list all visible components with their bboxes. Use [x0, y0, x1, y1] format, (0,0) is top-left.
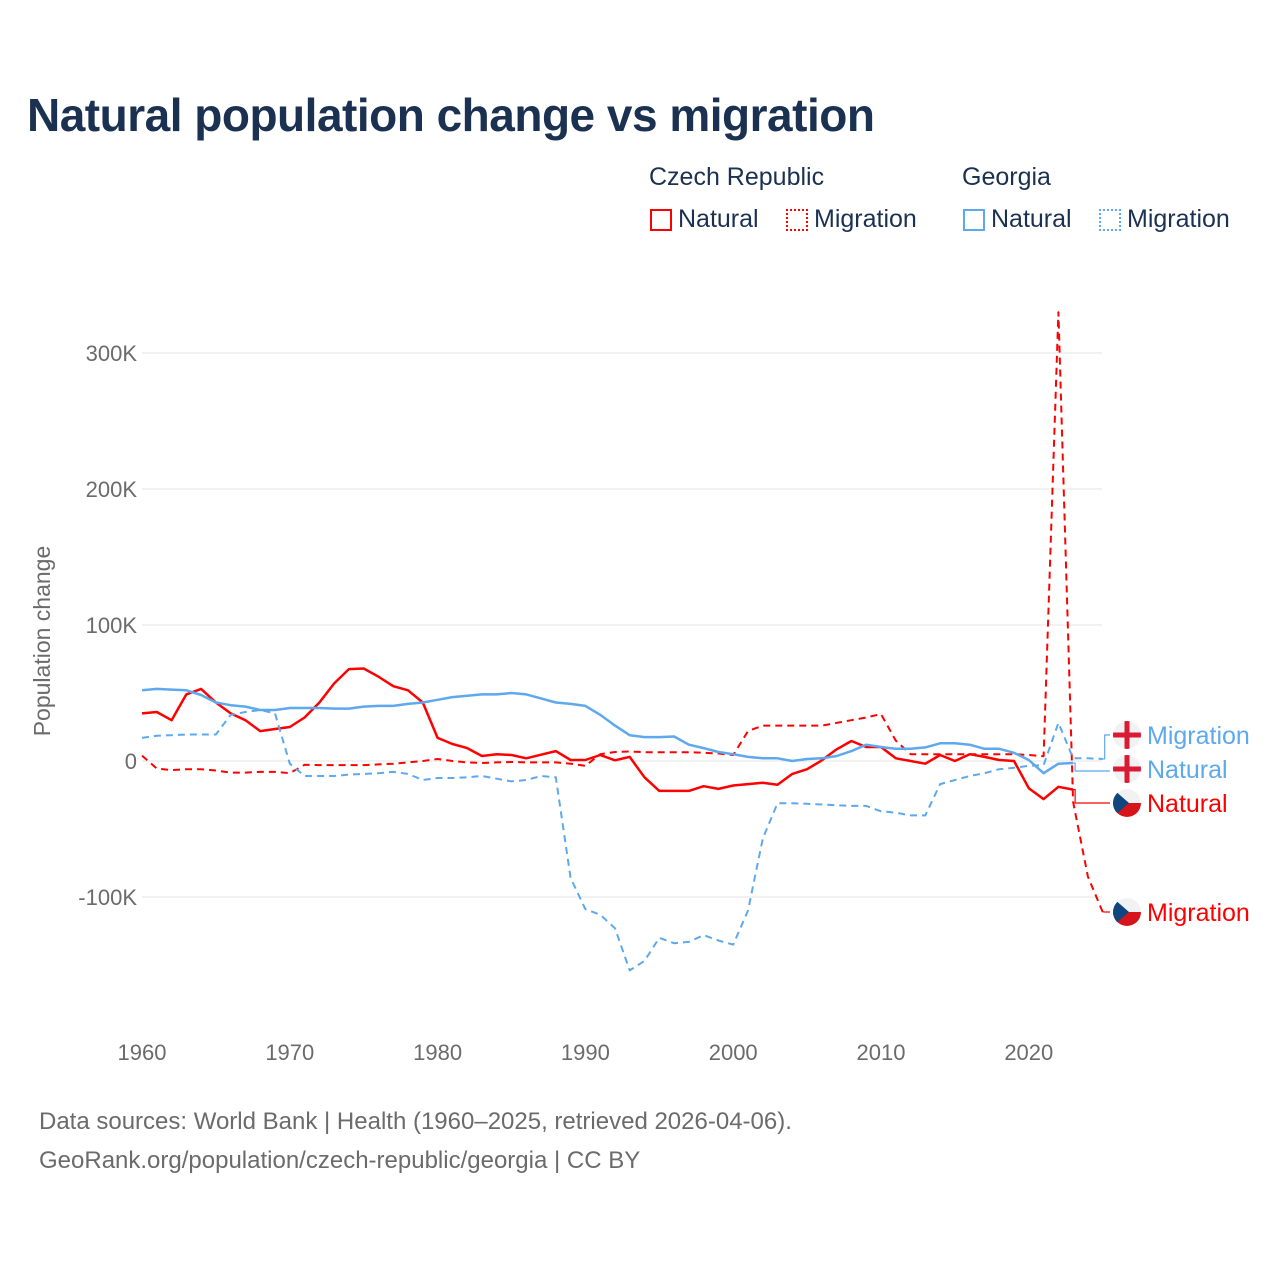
series-cz-migration	[141, 311, 1104, 913]
x-tick-label: 1980	[413, 1040, 462, 1065]
x-tick-label: 1960	[118, 1040, 167, 1065]
legend-group-czech-republic: Czech Republic	[649, 163, 825, 191]
y-tick-label: 300K	[86, 341, 138, 366]
georgia-flag-icon	[1113, 755, 1141, 783]
chart-title: Natural population change vs migration	[27, 89, 875, 141]
x-tick-label: 1970	[265, 1040, 314, 1065]
legend-swatch-dotted-red	[786, 208, 808, 231]
legend-item-ge-natural[interactable]: Natural	[963, 205, 1072, 234]
legend-group-georgia: Georgia	[962, 163, 1051, 191]
y-axis-title: Population change	[29, 546, 55, 737]
y-tick-label: 200K	[86, 477, 138, 502]
footer-sources: Data sources: World Bank | Health (1960–…	[39, 1108, 792, 1135]
end-label-cz-migration: Migration	[1147, 899, 1250, 927]
end-label-cz-natural: Natural	[1147, 790, 1228, 818]
footer-attribution: GeoRank.org/population/czech-republic/ge…	[39, 1147, 641, 1174]
end-label-ge-migration: Migration	[1147, 722, 1250, 750]
czech-flag-icon	[1113, 789, 1141, 817]
end-label-ge-natural: Natural	[1147, 756, 1228, 784]
legend-label: Natural	[678, 205, 759, 233]
y-tick-label: 0	[125, 749, 137, 774]
series-cz-natural	[141, 667, 1074, 801]
legend-item-cz-natural[interactable]: Natural	[650, 205, 759, 234]
legend-item-cz-migration[interactable]: Migration	[786, 205, 917, 234]
label-connector	[1073, 762, 1110, 772]
legend-swatch-solid-blue	[963, 208, 985, 231]
legend-item-ge-migration[interactable]: Migration	[1099, 205, 1230, 234]
x-tick-label: 2020	[1004, 1040, 1053, 1065]
y-tick-label: -100K	[78, 885, 137, 910]
label-connector	[1073, 788, 1110, 804]
legend-label: Migration	[814, 205, 917, 233]
legend-label: Natural	[991, 205, 1072, 233]
series-ge-migration	[141, 709, 1103, 972]
x-tick-label: 2000	[709, 1040, 758, 1065]
label-connector	[1102, 734, 1110, 760]
x-tick-label: 2010	[857, 1040, 906, 1065]
legend-swatch-solid-red	[650, 208, 672, 231]
y-tick-label: 100K	[86, 613, 138, 638]
series-ge-natural	[141, 687, 1074, 775]
x-tick-label: 1990	[561, 1040, 610, 1065]
georgia-flag-icon	[1113, 721, 1141, 749]
czech-flag-icon	[1113, 898, 1141, 926]
legend-label: Migration	[1127, 205, 1230, 233]
legend-swatch-dotted-blue	[1099, 208, 1121, 231]
